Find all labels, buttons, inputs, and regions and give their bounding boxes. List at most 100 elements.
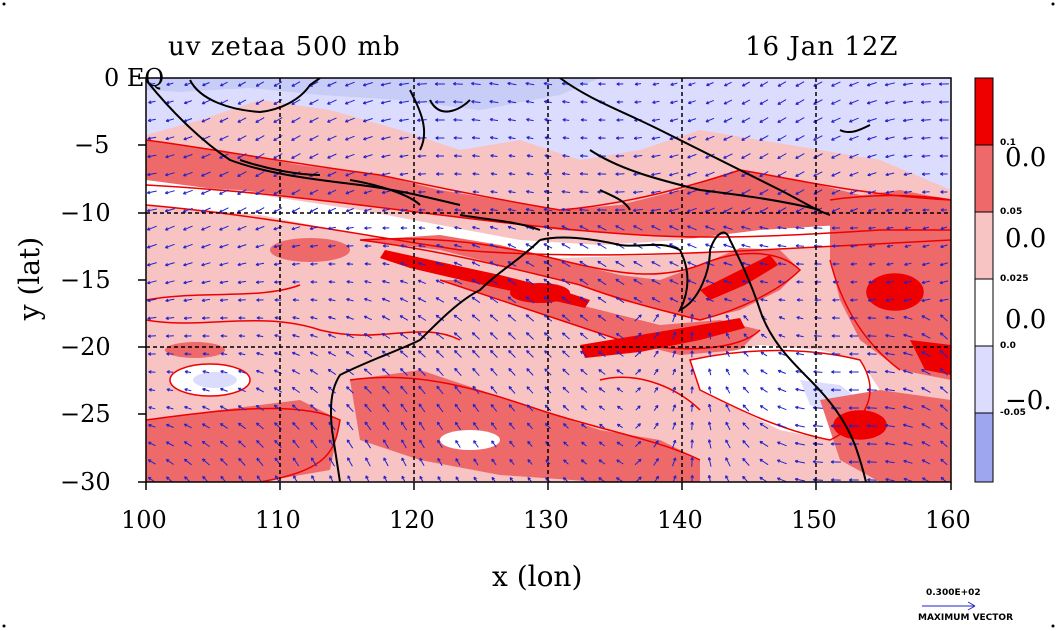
wind-vector-head	[849, 208, 854, 213]
wind-vector-head	[848, 424, 852, 428]
wind-vector-head	[634, 100, 638, 104]
wind-vector	[777, 207, 787, 213]
wind-vector-head	[473, 440, 477, 444]
wind-vector	[651, 136, 661, 140]
wind-vector	[273, 226, 283, 230]
wind-vector-head	[544, 100, 548, 104]
wind-vector-head	[777, 423, 781, 427]
wind-vector-head	[453, 136, 457, 140]
wind-vector-head	[434, 82, 439, 86]
wind-vector	[723, 117, 733, 123]
wind-vector	[166, 406, 174, 410]
field-max-east-2	[910, 340, 951, 375]
wind-vector	[381, 118, 391, 122]
wind-vector-head	[725, 314, 730, 318]
wind-vector	[417, 101, 427, 103]
wind-vector-head	[436, 243, 440, 248]
wind-vector-head	[884, 423, 889, 428]
wind-vector	[346, 386, 354, 394]
wind-vector	[220, 440, 228, 448]
wind-vector	[363, 368, 373, 376]
wind-vector	[921, 101, 931, 103]
wind-vector	[831, 153, 841, 159]
wind-vector	[166, 441, 174, 447]
wind-vector	[708, 439, 712, 449]
wind-vector	[382, 403, 390, 413]
wind-vector	[472, 350, 480, 358]
wind-vector	[364, 227, 372, 229]
wind-vector	[795, 81, 805, 87]
wind-vector-head	[183, 262, 187, 267]
wind-vector-head	[202, 82, 206, 87]
wind-vector-head	[237, 83, 242, 87]
wind-vector	[508, 404, 516, 412]
wind-vector	[508, 386, 516, 394]
wind-vector	[653, 405, 659, 411]
wind-vector-head	[868, 262, 872, 266]
wind-vector-head	[327, 101, 331, 105]
wind-vector-head	[453, 314, 458, 319]
wind-vector-head	[885, 298, 890, 303]
wind-vector	[706, 82, 714, 86]
wind-vector-head	[759, 101, 764, 105]
colorbar-swatch-6	[975, 413, 993, 482]
wind-vector-head	[742, 422, 746, 426]
wind-vector	[219, 262, 229, 266]
wind-vector	[292, 263, 300, 265]
wind-vector	[183, 189, 193, 195]
wind-vector-head	[759, 225, 763, 230]
wind-vector-head	[453, 332, 458, 336]
wind-vector-head	[723, 155, 727, 159]
wind-vector	[346, 208, 354, 212]
wind-vector	[238, 370, 246, 374]
wind-vector	[921, 423, 931, 429]
wind-vector	[490, 368, 498, 376]
wind-vector-head	[777, 191, 781, 195]
wind-vector-head	[632, 208, 637, 213]
wind-vector	[868, 208, 876, 212]
wind-vector-head	[776, 459, 781, 463]
wind-vector-head	[921, 405, 925, 409]
wind-vector	[328, 386, 336, 394]
wind-vector-head	[165, 118, 170, 123]
wind-vector	[328, 298, 336, 302]
wind-vector-head	[794, 441, 799, 446]
wind-vector	[561, 260, 571, 268]
wind-vector-head	[274, 334, 278, 338]
wind-vector	[471, 279, 481, 285]
wind-vector	[472, 226, 480, 230]
wind-vector-head	[508, 386, 512, 390]
wind-vector-head	[507, 296, 512, 300]
wind-vector-head	[381, 190, 386, 195]
wind-vector	[490, 350, 498, 358]
wind-vector	[759, 262, 769, 266]
wind-vector-head	[724, 83, 728, 87]
wind-vector	[471, 261, 481, 267]
wind-vector-head	[345, 208, 350, 213]
wind-vector-head	[255, 387, 260, 391]
wind-vector-head	[866, 442, 871, 446]
wind-vector	[635, 476, 642, 482]
wind-vector-head	[886, 208, 890, 213]
wind-vector-head	[885, 351, 889, 356]
wind-vector-head	[454, 172, 458, 176]
wind-vector-head	[147, 154, 151, 159]
wind-vector	[148, 441, 156, 447]
wind-vector	[598, 387, 606, 393]
wind-vector-head	[687, 118, 692, 123]
wind-vector-head	[867, 137, 871, 141]
wind-vector-head	[580, 368, 584, 373]
wind-vector	[219, 189, 229, 195]
wind-vector	[691, 421, 693, 431]
wind-vector	[598, 351, 606, 357]
wind-vector-head	[328, 262, 332, 266]
wind-vector-head	[417, 279, 422, 284]
wind-vector-head	[650, 190, 655, 195]
wind-vector-head	[850, 262, 854, 266]
wind-vector	[489, 243, 499, 249]
wind-vector	[472, 244, 480, 248]
wind-vector	[742, 404, 750, 412]
wind-vector-head	[292, 457, 297, 461]
wind-vector-head	[795, 209, 800, 213]
wind-vector-head	[399, 154, 403, 159]
